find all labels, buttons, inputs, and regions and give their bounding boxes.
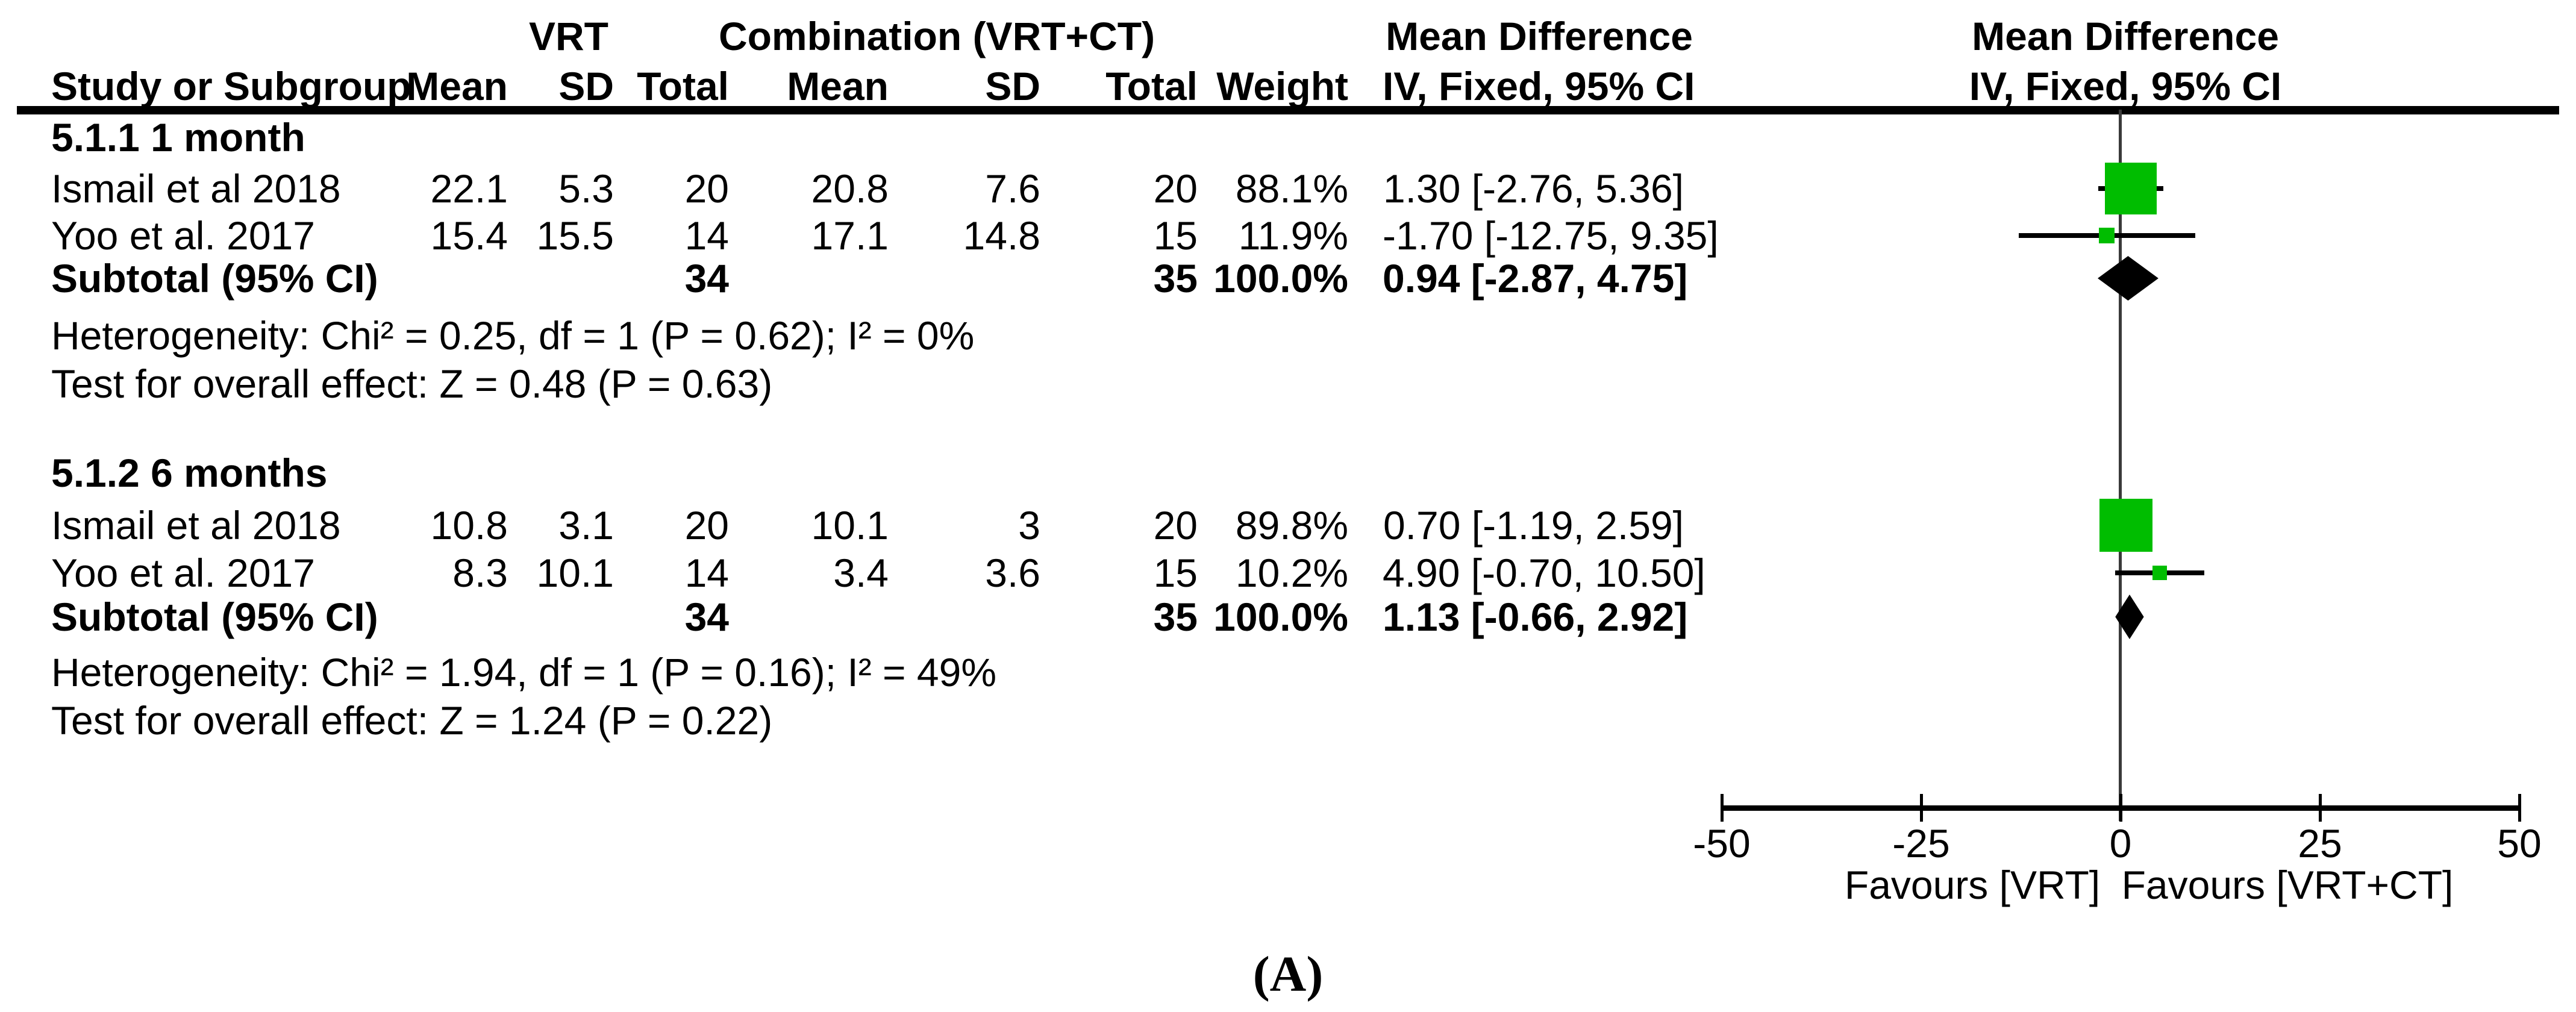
- favours-left-label: Favours [VRT]: [1844, 863, 2101, 907]
- weight-value: 10.2%: [1235, 551, 1348, 595]
- mean1-value: 8.3: [452, 551, 508, 595]
- mean2-value: 17.1: [811, 213, 889, 258]
- subtotal-ci-text: 0.94 [-2.87, 4.75]: [1383, 256, 1688, 301]
- overall-effect-stat: Test for overall effect: Z = 0.48 (P = 0…: [51, 361, 773, 406]
- total1-value: 20: [684, 166, 729, 211]
- subtotal-weight: 100.0%: [1213, 595, 1348, 639]
- axis-tick-label: 0: [2109, 821, 2132, 866]
- column-header-study: Study or Subgroup: [51, 64, 411, 108]
- subtotal-weight: 100.0%: [1213, 256, 1348, 301]
- column-header-total1: Total: [637, 64, 729, 108]
- mean1-value: 22.1: [430, 166, 508, 211]
- axis-tick-label: -25: [1892, 821, 1950, 866]
- mean2-value: 3.4: [833, 551, 889, 595]
- overall-effect-stat: Test for overall effect: Z = 1.24 (P = 0…: [51, 698, 773, 743]
- md-column-title: Mean Difference: [1386, 14, 1693, 58]
- sd2-value: 3.6: [985, 551, 1040, 595]
- study-name: Ismail et al 2018: [51, 503, 341, 548]
- axis-tick: [2119, 794, 2122, 822]
- sd2-value: 7.6: [985, 166, 1040, 211]
- mean1-value: 10.8: [430, 503, 508, 548]
- axis-tick-label: 25: [2298, 821, 2342, 866]
- total1-value: 14: [684, 213, 729, 258]
- study-name: Yoo et al. 2017: [51, 213, 315, 258]
- md-ci-text: -1.70 [-12.75, 9.35]: [1383, 213, 1719, 258]
- total1-value: 20: [684, 503, 729, 548]
- subtotal-label: Subtotal (95% CI): [51, 595, 378, 639]
- study-square: [2099, 499, 2153, 552]
- total1-value: 14: [684, 551, 729, 595]
- column-group-header-vrt: VRT: [529, 14, 608, 58]
- study-square: [2152, 566, 2167, 580]
- axis-tick: [1920, 794, 1923, 822]
- study-square: [2099, 228, 2115, 243]
- md-ci-text: 1.30 [-2.76, 5.36]: [1383, 166, 1684, 211]
- subtotal-label: Subtotal (95% CI): [51, 256, 378, 301]
- subtotal-ci-text: 1.13 [-0.66, 2.92]: [1383, 595, 1688, 639]
- axis-tick: [2319, 794, 2322, 822]
- heterogeneity-stat: Heterogeneity: Chi² = 1.94, df = 1 (P = …: [51, 650, 997, 695]
- subtotal-total1: 34: [684, 595, 729, 639]
- mean2-value: 20.8: [811, 166, 889, 211]
- study-square: [2105, 163, 2157, 214]
- study-name: Ismail et al 2018: [51, 166, 341, 211]
- sd1-value: 15.5: [536, 213, 614, 258]
- mean1-value: 15.4: [430, 213, 508, 258]
- sd2-value: 14.8: [963, 213, 1040, 258]
- sd1-value: 5.3: [558, 166, 614, 211]
- sd1-value: 10.1: [536, 551, 614, 595]
- study-name: Yoo et al. 2017: [51, 551, 315, 595]
- sd1-value: 3.1: [558, 503, 614, 548]
- subtotal-total2: 35: [1153, 256, 1198, 301]
- subtotal-total2: 35: [1153, 595, 1198, 639]
- total2-value: 15: [1153, 213, 1198, 258]
- weight-value: 88.1%: [1235, 166, 1348, 211]
- axis-tick-label: 50: [2497, 821, 2542, 866]
- subtotal-total1: 34: [684, 256, 729, 301]
- total2-value: 20: [1153, 503, 1198, 548]
- column-header-sd1: SD: [558, 64, 614, 108]
- panel-caption: (A): [1252, 946, 1324, 1002]
- column-header-mean1: Mean: [406, 64, 508, 108]
- column-header-weight: Weight: [1216, 64, 1348, 108]
- weight-value: 11.9%: [1238, 213, 1348, 258]
- heterogeneity-stat: Heterogeneity: Chi² = 0.25, df = 1 (P = …: [51, 313, 975, 358]
- md-plot-title: Mean Difference: [1972, 14, 2279, 58]
- subgroup-1-label: 5.1.1 1 month: [51, 115, 305, 160]
- axis-tick: [2518, 794, 2521, 822]
- md-ci-text: 4.90 [-0.70, 10.50]: [1383, 551, 1705, 595]
- md-ci-text: 0.70 [-1.19, 2.59]: [1383, 503, 1684, 548]
- column-header-mean2: Mean: [787, 64, 889, 108]
- subtotal-diamond: [2098, 256, 2159, 301]
- column-group-header-combination: Combination (VRT+CT): [718, 14, 1155, 58]
- md-column-subtitle: IV, Fixed, 95% CI: [1383, 64, 1695, 108]
- sd2-value: 3: [1018, 503, 1040, 548]
- total2-value: 15: [1153, 551, 1198, 595]
- total2-value: 20: [1153, 166, 1198, 211]
- favours-right-label: Favours [VRT+CT]: [2121, 863, 2454, 907]
- zero-reference-line: [2119, 110, 2122, 821]
- md-plot-subtitle: IV, Fixed, 95% CI: [1969, 64, 2282, 108]
- header-divider: [17, 106, 2559, 114]
- column-header-sd2: SD: [985, 64, 1040, 108]
- subgroup-2-label: 5.1.2 6 months: [51, 451, 328, 495]
- axis-tick: [1721, 794, 1724, 822]
- axis-tick-label: -50: [1693, 821, 1751, 866]
- mean2-value: 10.1: [811, 503, 889, 548]
- column-header-total2: Total: [1105, 64, 1198, 108]
- weight-value: 89.8%: [1235, 503, 1348, 548]
